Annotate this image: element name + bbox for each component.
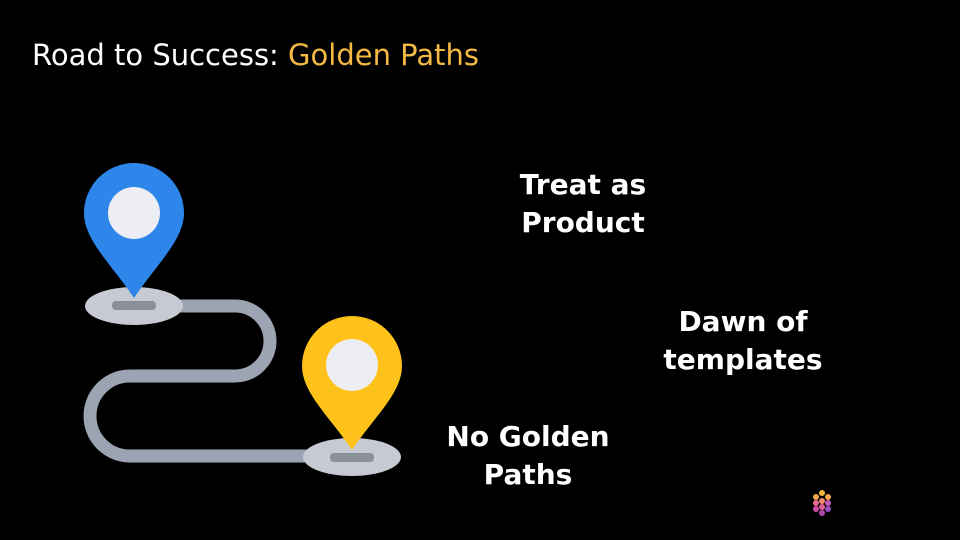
milestone-line: Treat as [519, 168, 647, 201]
end-map-pin-icon [302, 316, 402, 476]
slide-title: Road to Success: Golden Paths [32, 38, 479, 72]
cube-logo-icon [813, 490, 831, 516]
milestone-line: Product [521, 206, 645, 239]
road-path [83, 299, 352, 463]
start-map-pin-icon [84, 163, 184, 325]
milestone-line: Dawn of [678, 305, 808, 338]
title-accent: Golden Paths [288, 38, 479, 72]
milestone-dawn-of-templates: Dawn of templates [650, 303, 836, 379]
title-prefix: Road to Success: [32, 38, 289, 72]
milestone-line: Paths [483, 458, 573, 491]
milestone-treat-as-product: Treat as Product [493, 166, 673, 242]
milestone-no-golden-paths: No Golden Paths [433, 418, 623, 494]
milestone-line: templates [663, 343, 823, 376]
milestone-line: No Golden [446, 420, 610, 453]
